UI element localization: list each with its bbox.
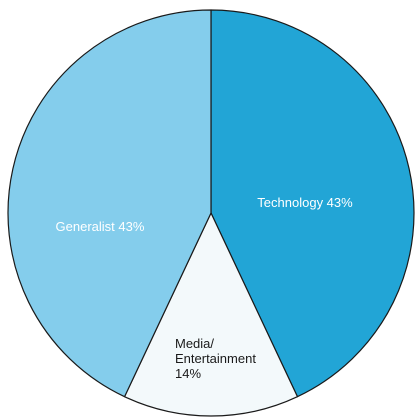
pie-label-line: Technology 43%: [257, 195, 353, 210]
pie-labels: Technology 43% Media/Entertainment 14% Gene…: [56, 195, 354, 381]
pie-label-media-entertainment: Media/Entertainment 14%: [175, 336, 256, 381]
pie-label-generalist: Generalist 43%: [56, 219, 145, 234]
pie-label-line: Entertainment: [175, 351, 256, 366]
pie-label-line: Media/: [175, 336, 214, 351]
pie-slice-media-entertainment: [123, 212, 299, 417]
pie-slice-generalist: [7, 9, 212, 398]
pie-slice-technology: [210, 9, 415, 398]
pie-label-line: 14%: [175, 366, 201, 381]
pie-label-technology: Technology 43%: [257, 195, 353, 210]
pie-label-line: Generalist 43%: [56, 219, 145, 234]
pie-slices: [7, 9, 415, 417]
